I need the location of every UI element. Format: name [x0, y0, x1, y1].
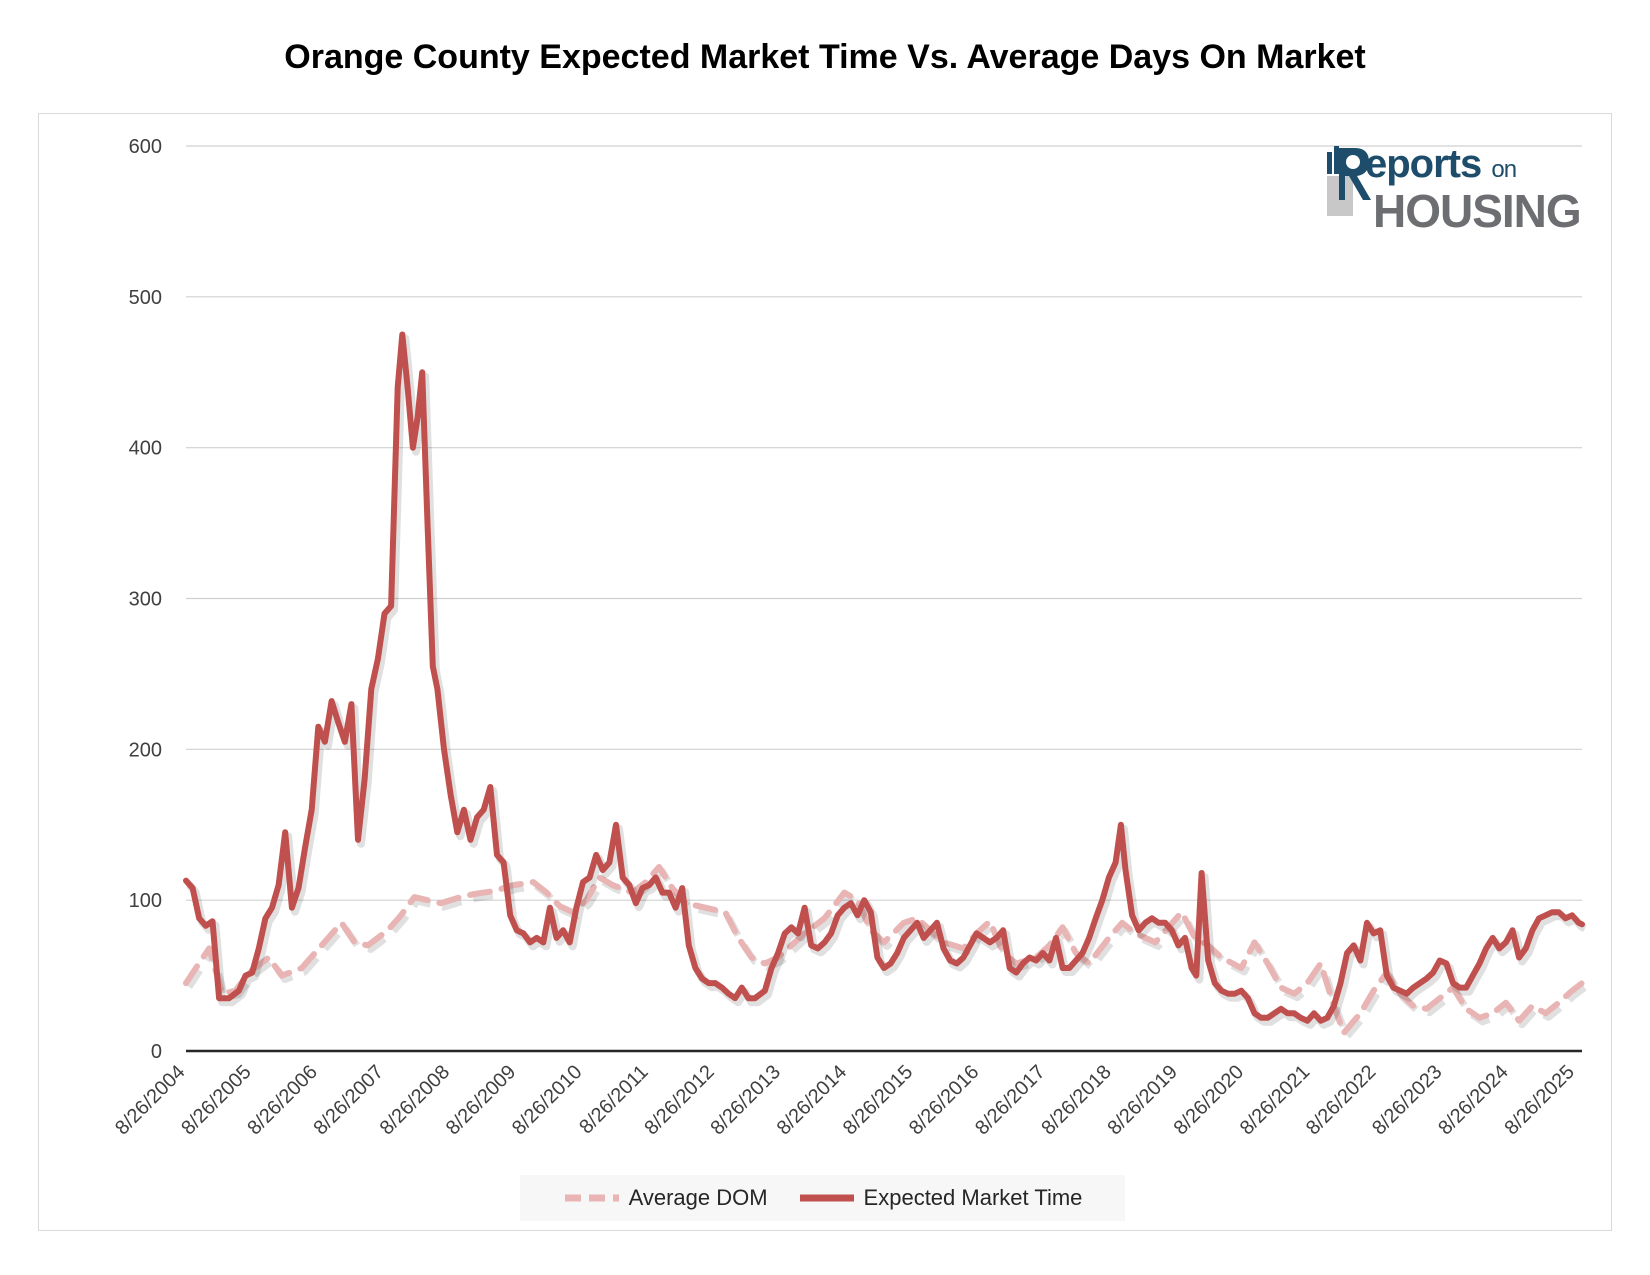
x-tick-label: 8/26/2005 — [177, 1061, 255, 1139]
chart-title: Orange County Expected Market Time Vs. A… — [284, 38, 1366, 76]
x-tick-label: 8/26/2016 — [905, 1061, 983, 1139]
legend-label-expected-market-time: Expected Market Time — [863, 1185, 1083, 1210]
legend-item-expected-market-time: Expected Market Time — [798, 1185, 1083, 1211]
y-tick-label: 100 — [129, 890, 162, 912]
chart-frame — [38, 113, 1612, 1231]
x-tick-label: 8/26/2014 — [773, 1061, 851, 1139]
series-line-average-dom — [183, 864, 1585, 1036]
x-tick-label: 8/26/2020 — [1170, 1061, 1248, 1139]
y-tick-label: 0 — [151, 1041, 162, 1063]
y-tick-label: 200 — [129, 739, 162, 761]
y-tick-label: 300 — [129, 589, 162, 611]
x-tick-label: 8/26/2011 — [575, 1061, 652, 1138]
reports-on-housing-logo: eports on HOUSING — [1325, 142, 1585, 237]
chart-legend: Average DOM Expected Market Time — [520, 1175, 1125, 1221]
x-tick-label: 8/26/2018 — [1037, 1061, 1115, 1139]
x-tick-label: 8/26/2010 — [508, 1061, 586, 1139]
x-tick-label: 8/26/2013 — [707, 1061, 785, 1139]
x-tick-label: 8/26/2007 — [310, 1061, 388, 1139]
x-tick-label: 8/26/2008 — [376, 1061, 454, 1139]
logo-top-text: eports on — [1365, 142, 1517, 186]
series-line-expected-market-time — [183, 331, 1585, 1024]
x-tick-label: 8/26/2006 — [243, 1061, 321, 1139]
logo-bottom-text: HOUSING — [1373, 185, 1582, 237]
x-tick-label: 8/26/2025 — [1500, 1061, 1578, 1139]
legend-item-average-dom: Average DOM — [563, 1185, 768, 1211]
x-tick-label: 8/26/2023 — [1368, 1061, 1446, 1139]
legend-dashed-line-icon — [564, 1194, 619, 1202]
x-tick-label: 8/26/2022 — [1302, 1061, 1380, 1139]
x-tick-label: 8/26/2009 — [442, 1061, 520, 1139]
series-shadow — [186, 867, 1588, 1041]
x-tick-label: 8/26/2019 — [1103, 1061, 1181, 1139]
x-tick-label: 8/26/2015 — [839, 1061, 917, 1139]
legend-label-average-dom: Average DOM — [628, 1185, 768, 1210]
x-tick-label: 8/26/2012 — [640, 1061, 718, 1139]
legend-solid-line-icon — [799, 1194, 854, 1202]
x-tick-label: 8/26/2004 — [111, 1061, 189, 1139]
y-tick-label: 500 — [129, 287, 162, 309]
y-tick-label: 600 — [129, 136, 162, 158]
y-tick-label: 400 — [129, 438, 162, 460]
x-tick-label: 8/26/2024 — [1434, 1061, 1512, 1139]
x-tick-label: 8/26/2021 — [1236, 1061, 1314, 1139]
x-tick-label: 8/26/2017 — [971, 1061, 1049, 1139]
logo-mark-icon — [1327, 146, 1371, 216]
